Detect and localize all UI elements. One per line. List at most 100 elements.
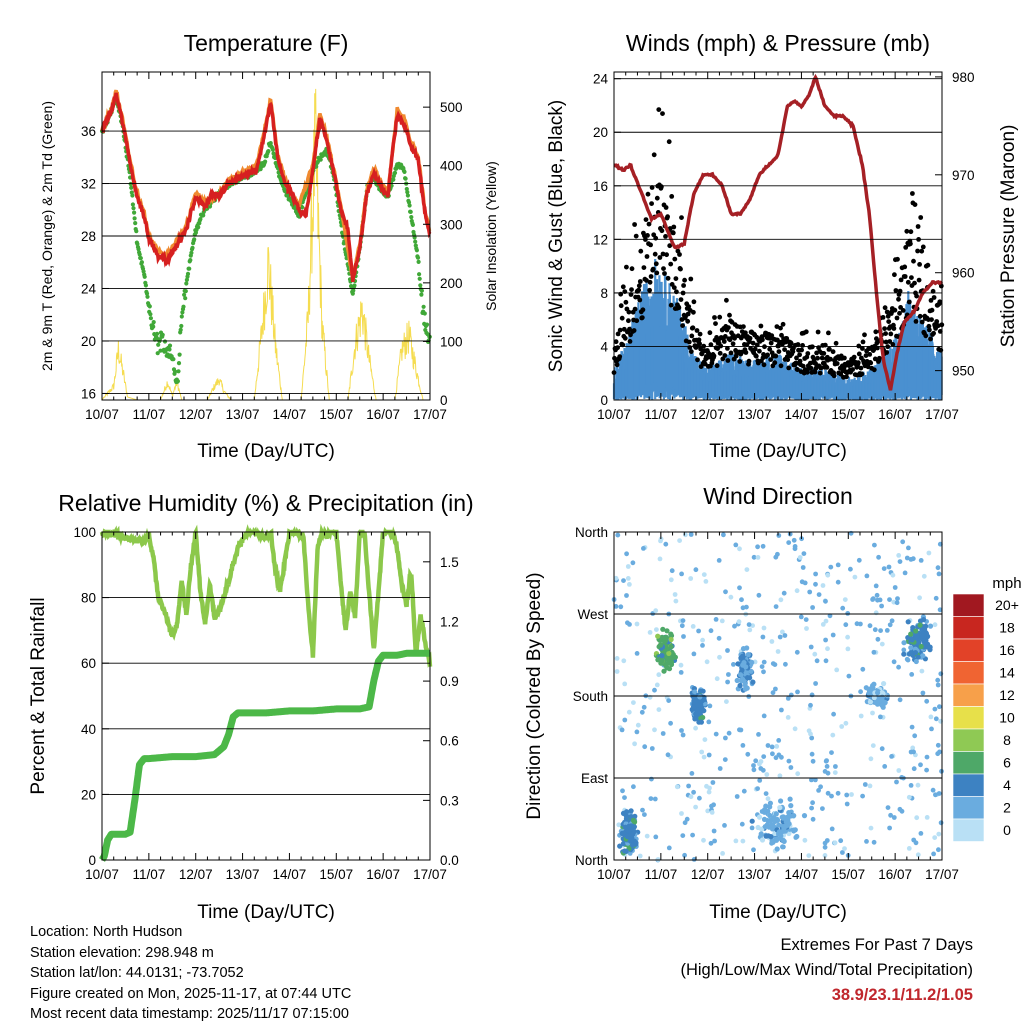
wind-direction-point bbox=[625, 576, 631, 581]
extremes-title: Extremes For Past 7 Days bbox=[780, 936, 973, 954]
wind-gust-point bbox=[905, 279, 911, 285]
wind-gust-point bbox=[897, 310, 902, 316]
wind-direction-point bbox=[809, 805, 814, 811]
wind-direction-point bbox=[637, 853, 643, 859]
wind-gust-point bbox=[657, 255, 663, 260]
wind-direction-point bbox=[936, 571, 942, 577]
wind-gust-point bbox=[637, 279, 643, 284]
y-tick-label: 28 bbox=[81, 229, 96, 244]
wind-direction-point bbox=[686, 783, 691, 789]
wind-direction-point bbox=[659, 658, 665, 664]
station-latlon: Station lat/lon: 44.0131; -73.7052 bbox=[30, 965, 244, 981]
dewpoint-point bbox=[167, 343, 173, 348]
wind-direction-point bbox=[896, 664, 901, 670]
wind-gust-point bbox=[925, 262, 931, 268]
x-tick-label: 17/07 bbox=[413, 867, 447, 882]
y-right-tick-label: 400 bbox=[440, 159, 463, 174]
wind-gust-point bbox=[707, 330, 713, 336]
wind-direction-point bbox=[634, 651, 640, 656]
wind-direction-point bbox=[820, 806, 825, 811]
wind-gust-point bbox=[769, 333, 775, 338]
dewpoint-point bbox=[190, 245, 195, 250]
wind-direction-point bbox=[810, 816, 816, 822]
wind-gust-point bbox=[681, 283, 686, 288]
wind-direction-point bbox=[661, 668, 667, 674]
wind-gust-point bbox=[883, 339, 889, 345]
wind-direction-point bbox=[714, 676, 720, 682]
wind-gust-point bbox=[882, 305, 888, 311]
dewpoint-point bbox=[145, 294, 150, 299]
dewpoint-point bbox=[128, 181, 133, 187]
dewpoint-point bbox=[142, 274, 147, 279]
wind-direction-point bbox=[630, 823, 636, 830]
wind-direction-point bbox=[712, 838, 717, 844]
wind-direction-point bbox=[778, 833, 784, 839]
wind-direction-point bbox=[800, 565, 806, 570]
wind-direction-point bbox=[709, 810, 715, 815]
wind-gust-point bbox=[725, 358, 731, 363]
wind-direction-point bbox=[875, 690, 881, 696]
wind-direction-point bbox=[705, 808, 711, 814]
y-right-tick-label: 0.0 bbox=[440, 853, 459, 868]
wind-gust-point bbox=[622, 335, 628, 341]
wind-direction-point bbox=[622, 717, 628, 723]
wind-direction-point bbox=[690, 832, 695, 838]
wind-direction-point bbox=[824, 764, 830, 769]
wind-direction-point bbox=[741, 788, 747, 794]
dewpoint-point bbox=[263, 159, 268, 164]
wind-direction-point bbox=[774, 744, 780, 749]
wind-gust-point bbox=[737, 359, 743, 364]
wind-gust-point bbox=[760, 337, 765, 343]
wind-direction-point bbox=[749, 659, 755, 666]
x-tick-label: 11/07 bbox=[132, 407, 165, 422]
wind-gust-point bbox=[685, 318, 691, 324]
wind-direction-point bbox=[665, 752, 671, 758]
wind-gust-point bbox=[752, 346, 758, 352]
wind-direction-point bbox=[756, 814, 763, 820]
dewpoint-point bbox=[185, 271, 191, 276]
wind-gust-point bbox=[633, 233, 639, 239]
wind-gust-point bbox=[892, 307, 898, 313]
wind-gust-point bbox=[746, 358, 752, 364]
wind-gust-point bbox=[934, 319, 940, 324]
wind-gust-point bbox=[651, 152, 657, 158]
wind-gust-point bbox=[891, 326, 897, 331]
wind-direction-point bbox=[679, 811, 684, 816]
wind-direction-point bbox=[924, 815, 930, 820]
wind-gust-point bbox=[859, 371, 865, 377]
wind-gust-point bbox=[668, 261, 674, 267]
wind-gust-point bbox=[676, 305, 682, 311]
wind-gust-point bbox=[653, 261, 659, 267]
wind-gust-point bbox=[915, 224, 921, 229]
wind-gust-point bbox=[920, 244, 926, 250]
colorbar-swatch bbox=[952, 593, 985, 617]
wind-direction-point bbox=[791, 537, 797, 543]
wind-direction-point bbox=[840, 850, 845, 855]
wind-direction-point bbox=[618, 604, 624, 610]
wind-gust-point bbox=[672, 256, 678, 262]
wind-gust-point bbox=[659, 184, 664, 190]
wind-direction-point bbox=[932, 622, 938, 628]
wind-gust-point bbox=[868, 360, 874, 366]
wind-direction-point bbox=[631, 784, 636, 790]
wind-direction-point bbox=[771, 815, 777, 821]
wind-direction-point bbox=[904, 656, 910, 662]
dewpoint-point bbox=[176, 361, 182, 366]
wind-direction-point bbox=[755, 786, 760, 791]
wind-direction-point bbox=[734, 794, 740, 799]
wind-gust-point bbox=[794, 355, 799, 361]
wind-direction-point bbox=[931, 851, 936, 857]
wind-direction-point bbox=[742, 686, 749, 692]
wind-direction-point bbox=[794, 588, 800, 594]
wind-direction-point bbox=[835, 790, 841, 796]
wind-direction-point bbox=[910, 745, 916, 751]
wind-direction-point bbox=[623, 813, 629, 819]
colorbar-swatch bbox=[952, 796, 985, 820]
dewpoint-point bbox=[276, 170, 281, 175]
wind-gust-point bbox=[900, 308, 906, 313]
wind-direction-point bbox=[765, 796, 771, 802]
x-tick-label: 10/07 bbox=[597, 867, 631, 882]
wind-gust-point bbox=[782, 347, 787, 352]
wind-gust-point bbox=[914, 293, 919, 299]
colorbar-label: 4 bbox=[1003, 777, 1011, 793]
